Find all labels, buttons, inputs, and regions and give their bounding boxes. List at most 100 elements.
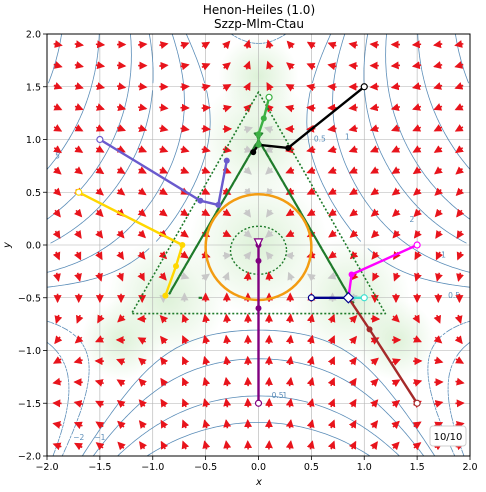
field-arrow [53,145,62,154]
field-arrow [223,397,232,408]
trajectory-start [254,399,263,407]
field-arrow [202,334,211,345]
field-arrow [287,271,295,281]
field-arrow [413,187,422,196]
field-arrow [138,420,147,429]
trajectory-path [99,138,228,207]
field-arrow [348,314,358,324]
field-arrow [412,103,422,111]
field-arrow [94,379,104,387]
field-arrow [327,83,337,91]
field-arrow [306,83,316,92]
field-arrow [266,60,274,70]
field-arrow [159,166,169,174]
field-arrow [265,251,274,261]
trajectories [75,83,421,407]
field-arrow [158,187,168,195]
field-arrow [265,39,274,49]
field-arrow [74,166,83,175]
trajectory-point [173,263,180,270]
field-arrow [73,251,82,261]
field-arrow [52,442,62,451]
field-arrow [138,82,148,91]
trajectory [250,83,368,156]
field-arrow [159,335,169,345]
field-arrow [327,124,337,133]
field-arrow [223,419,232,429]
field-arrow [159,61,169,70]
field-arrow [243,229,253,238]
contour-label: 1 [441,251,446,260]
field-arrow [53,82,63,90]
field-arrow [455,377,465,386]
field-arrow [306,208,316,217]
field-arrow [285,313,294,323]
x-tick-label: 1.5 [410,462,425,473]
field-arrow [73,229,82,239]
field-arrow [138,399,147,408]
field-arrow [159,314,169,324]
field-arrow [74,82,84,90]
field-arrow [201,83,211,92]
field-arrow [371,250,380,260]
field-arrow [285,104,295,113]
field-arrow [412,314,420,324]
field-arrow [95,442,105,451]
field-arrow [369,145,379,153]
trajectory-path [257,97,271,145]
field-arrow [180,208,189,217]
trajectory [96,135,230,208]
contour-line [47,34,470,170]
field-arrow [370,208,380,217]
field-arrow [391,145,401,153]
field-arrow [285,334,294,345]
field-arrow [285,355,294,366]
field-arrow [370,399,379,408]
field-arrow [137,166,147,174]
field-arrow [370,337,380,345]
field-arrow [265,166,274,175]
field-arrow [327,166,337,174]
field-arrow [327,41,337,50]
field-arrow [433,61,443,69]
field-arrow [264,145,274,153]
contour-label: 0.5 [272,391,284,400]
field-arrow [53,61,63,69]
field-arrow [243,166,252,175]
field-arrow [391,379,401,387]
field-arrow [390,124,400,132]
field-arrow [348,124,358,133]
field-arrow [74,272,82,282]
field-arrow [348,377,357,387]
field-arrow [286,62,295,71]
x-tick-label: −1.5 [88,462,111,473]
field-arrow [348,41,358,50]
field-arrow [74,61,84,69]
field-arrow [371,229,380,239]
field-arrow [138,40,148,49]
field-arrow [390,103,401,111]
field-arrow [53,103,63,111]
frame-counter-box [429,425,467,447]
trajectory-point [250,149,257,156]
field-arrow [180,41,190,50]
field-arrow [348,61,358,70]
field-arrow [455,145,464,154]
field-arrow [73,356,83,365]
field-arrow [181,419,190,429]
field-arrow [202,398,211,408]
field-arrow [160,356,169,366]
trajectory-point [255,131,262,138]
field-arrow [117,124,127,132]
x-axis: −2.0 −1.5 −1.0 −0.5 0.0 0.5 1.0 1.5 2.0 [35,456,478,473]
field-arrow [137,337,147,345]
field-arrow [222,145,232,154]
field-arrow [348,356,357,366]
chart-subtitle: Szzp-Mlm-Ctau [214,17,304,31]
field-arrow [116,145,126,153]
field-arrow [52,166,62,175]
field-arrow [454,40,464,48]
trajectory-start [307,294,315,302]
field-arrow [392,208,401,217]
field-arrow [116,272,124,282]
